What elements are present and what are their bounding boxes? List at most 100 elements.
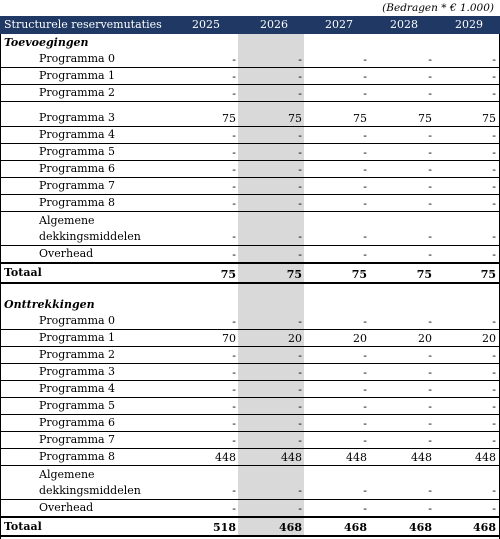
row-label: Programma 2 — [39, 348, 116, 361]
value-cell: - — [363, 180, 367, 193]
row-label: Programma 5 — [39, 145, 116, 158]
row-label: Programma 6 — [39, 162, 116, 175]
value-cell: - — [492, 315, 496, 328]
value-cell: - — [363, 163, 367, 176]
row-label: Overhead — [39, 247, 94, 260]
value-cell: - — [298, 53, 302, 66]
value-cell: - — [232, 129, 236, 142]
toevoegingen-row: Programma 6 - - - - - — [0, 161, 500, 178]
row-label: Programma 7 — [39, 433, 116, 446]
value-cell: 468 — [473, 521, 496, 534]
value-cell: - — [363, 400, 367, 413]
value-cell: - — [492, 502, 496, 515]
value-cell: - — [428, 383, 432, 396]
toevoegingen-row: Programma 1 - - - - - — [0, 68, 500, 85]
value-cell: - — [428, 197, 432, 210]
value-cell: - — [492, 400, 496, 413]
onttrekkingen-section-title: Onttrekkingen — [0, 296, 500, 313]
toevoegingen-row: Programma 5 - - - - - — [0, 144, 500, 161]
value-cell: - — [363, 146, 367, 159]
row-label: Totaal — [4, 520, 42, 533]
onttrekkingen-row: Programma 6 - - - - - — [0, 415, 500, 432]
value-cell: - — [363, 383, 367, 396]
toevoegingen-section-title: Toevoegingen — [0, 34, 500, 51]
onttrekkingen-row: Programma 8 448 448 448 448 448 — [0, 449, 500, 466]
value-cell: - — [428, 146, 432, 159]
value-cell: 75 — [353, 112, 367, 125]
value-cell: - — [232, 349, 236, 362]
value-cell: 20 — [288, 332, 302, 345]
value-cell: - — [298, 484, 302, 497]
value-cell: - — [428, 366, 432, 379]
value-cell: - — [428, 87, 432, 100]
onttrekkingen-row: Programma 3 - - - - - — [0, 364, 500, 381]
value-cell: - — [232, 366, 236, 379]
row-label: Programma 0 — [39, 314, 116, 327]
row-label: dekkingsmiddelen — [39, 484, 141, 497]
value-cell: 75 — [286, 268, 302, 281]
row-label: Programma 6 — [39, 416, 116, 429]
value-cell: - — [492, 146, 496, 159]
value-cell: - — [363, 315, 367, 328]
divider — [0, 282, 500, 284]
toevoegingen-row: Algemene dekkingsmiddelen - - - - - — [0, 212, 500, 246]
row-label: Toevoegingen — [4, 36, 89, 49]
value-cell: - — [232, 400, 236, 413]
value-cell: 75 — [482, 112, 496, 125]
value-cell: 518 — [213, 521, 236, 534]
row-label: dekkingsmiddelen — [39, 230, 141, 243]
toevoegingen-row: Programma 8 - - - - - — [0, 195, 500, 212]
value-cell: - — [298, 129, 302, 142]
table-header: Structurele reservemutaties 2025 2026 20… — [0, 16, 500, 34]
value-cell: - — [363, 484, 367, 497]
toevoegingen-row: Programma 2 - - - - - — [0, 85, 500, 102]
value-cell: - — [232, 315, 236, 328]
value-cell: 75 — [351, 268, 367, 281]
value-cell: - — [298, 87, 302, 100]
onttrekkingen-total-row: Totaal 518 468 468 468 468 — [0, 518, 500, 535]
value-cell: - — [232, 502, 236, 515]
value-cell: - — [428, 230, 432, 243]
value-cell: - — [232, 417, 236, 430]
row-label: Onttrekkingen — [4, 298, 95, 311]
value-cell: - — [363, 349, 367, 362]
row-label: Programma 0 — [39, 52, 116, 65]
value-cell: - — [492, 180, 496, 193]
row-label: Programma 1 — [39, 331, 116, 344]
value-cell: - — [232, 180, 236, 193]
value-cell: - — [492, 197, 496, 210]
year-2027-header: 2027 — [325, 18, 353, 31]
value-cell: 448 — [475, 451, 496, 464]
value-cell: - — [492, 129, 496, 142]
value-cell: 75 — [418, 112, 432, 125]
value-cell: - — [363, 434, 367, 447]
year-2025-header: 2025 — [192, 18, 220, 31]
value-cell: - — [492, 383, 496, 396]
value-cell: - — [232, 53, 236, 66]
value-cell: 468 — [409, 521, 432, 534]
onttrekkingen-row: Programma 1 70 20 20 20 20 — [0, 330, 500, 347]
value-cell: - — [492, 248, 496, 261]
row-label: Programma 2 — [39, 86, 116, 99]
value-cell: - — [492, 349, 496, 362]
value-cell: - — [298, 349, 302, 362]
value-cell: 20 — [482, 332, 496, 345]
value-cell: - — [298, 366, 302, 379]
toevoegingen-row: Overhead - - - - - — [0, 246, 500, 263]
value-cell: - — [492, 163, 496, 176]
row-label: Totaal — [4, 266, 42, 279]
value-cell: - — [298, 70, 302, 83]
value-cell: - — [428, 349, 432, 362]
row-label: Programma 3 — [39, 111, 116, 124]
value-cell: - — [363, 53, 367, 66]
value-cell: 20 — [353, 332, 367, 345]
value-cell: - — [298, 146, 302, 159]
row-label: Programma 7 — [39, 179, 116, 192]
onttrekkingen-row: Programma 7 - - - - - — [0, 432, 500, 449]
value-cell: - — [428, 315, 432, 328]
value-cell: - — [363, 502, 367, 515]
value-cell: - — [363, 87, 367, 100]
value-cell: - — [428, 248, 432, 261]
toevoegingen-row: Programma 4 - - - - - — [0, 127, 500, 144]
value-cell: - — [298, 400, 302, 413]
